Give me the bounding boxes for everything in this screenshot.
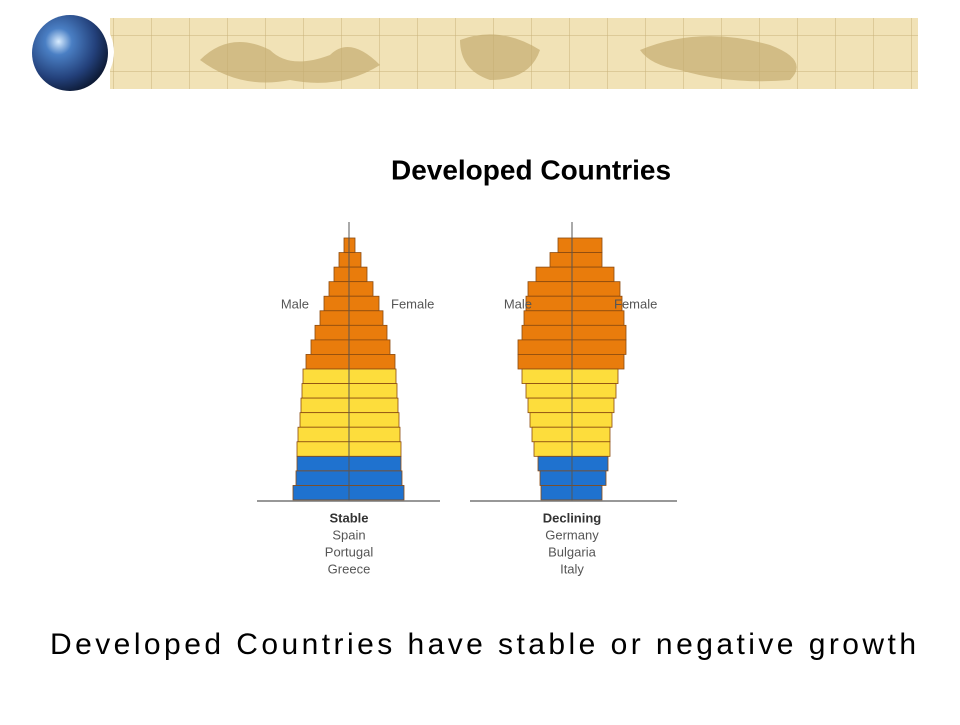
pyramid-bar bbox=[525, 383, 573, 399]
legend-female: Female bbox=[391, 296, 434, 311]
slide-title: Developed Countries bbox=[391, 154, 671, 185]
pyramid-bar bbox=[314, 324, 350, 341]
pyramid-bar bbox=[348, 485, 405, 501]
pyramid-bar bbox=[348, 310, 384, 326]
pyramid-bar bbox=[305, 354, 350, 370]
pyramid-label: Stable bbox=[329, 510, 368, 525]
pyramid-bar bbox=[571, 426, 611, 443]
map-shapes bbox=[200, 34, 797, 83]
pyramid-bar bbox=[348, 412, 400, 428]
pyramid-bar bbox=[295, 470, 350, 486]
country: Greece bbox=[328, 561, 371, 576]
pyramid-bar bbox=[521, 368, 573, 384]
pyramid-bar bbox=[296, 441, 350, 457]
country: Germany bbox=[545, 527, 599, 542]
pyramid-bar bbox=[571, 455, 609, 472]
pyramid-bar bbox=[338, 252, 350, 268]
pyramid-bar bbox=[348, 295, 380, 312]
globe bbox=[32, 15, 108, 91]
pyramid-label: Declining bbox=[543, 510, 602, 525]
pyramid-bar bbox=[571, 412, 613, 428]
pyramid-bar bbox=[343, 237, 350, 253]
pyramid-bar bbox=[319, 310, 350, 326]
legend-male: Male bbox=[281, 296, 309, 311]
pyramid-bar bbox=[557, 237, 573, 253]
pyramid-bar bbox=[517, 354, 573, 370]
pyramid-bar bbox=[521, 324, 573, 341]
country: Bulgaria bbox=[548, 544, 596, 559]
legend-female: Female bbox=[614, 296, 657, 311]
pyramid-bar bbox=[549, 252, 573, 268]
pyramid-bar bbox=[571, 266, 615, 283]
pyramid-bar bbox=[348, 397, 399, 414]
pyramid-bar bbox=[348, 426, 401, 443]
caption: Developed Countries have stable or negat… bbox=[50, 628, 916, 661]
pyramid-bar bbox=[571, 324, 627, 341]
pyramid-bar bbox=[296, 455, 350, 472]
pyramid-bar bbox=[299, 412, 350, 428]
pyramid-bar bbox=[348, 281, 374, 297]
pyramid-bar bbox=[348, 354, 396, 370]
pyramid-bar bbox=[333, 266, 350, 283]
pyramid-bar bbox=[540, 485, 573, 501]
pyramid-bar bbox=[571, 397, 615, 414]
pyramid-bar bbox=[571, 354, 625, 370]
charts: Male Female Stable Spain Portugal Greece Male F… bbox=[257, 222, 677, 576]
pyramid-bar bbox=[571, 368, 619, 384]
pyramid-bar bbox=[348, 441, 402, 457]
pyramid-bar bbox=[571, 281, 621, 297]
pyramid-bar bbox=[310, 339, 350, 355]
pyramid-bar bbox=[523, 310, 573, 326]
legend-male: Male bbox=[504, 296, 532, 311]
pyramid-bar bbox=[328, 281, 350, 297]
pyramid-bar bbox=[323, 295, 350, 312]
pyramid-bar bbox=[348, 455, 402, 472]
pyramid-bar bbox=[348, 470, 403, 486]
pyramid-bar bbox=[535, 266, 573, 283]
pyramid-bar bbox=[348, 324, 388, 341]
pyramid-bar bbox=[571, 237, 603, 253]
pyramid-bar bbox=[571, 383, 617, 399]
pyramid-bar bbox=[348, 368, 397, 384]
pyramid-bar bbox=[533, 441, 573, 457]
pyramid-bar bbox=[292, 485, 350, 501]
pyramid-bar bbox=[348, 339, 391, 355]
pyramid-bar bbox=[571, 485, 603, 501]
pyramid-bar bbox=[525, 295, 573, 312]
pyramid-bar bbox=[571, 252, 603, 268]
pyramid-bar bbox=[517, 339, 573, 355]
pyramid-bar bbox=[531, 426, 573, 443]
pyramid-bar bbox=[348, 383, 398, 399]
pyramid-bar bbox=[539, 470, 573, 486]
pyramid-bar bbox=[537, 455, 573, 472]
pyramid-bar bbox=[301, 383, 350, 399]
pyramid-bar bbox=[527, 281, 573, 297]
country: Italy bbox=[560, 561, 584, 576]
country: Spain bbox=[332, 527, 365, 542]
pyramid-bar bbox=[571, 339, 627, 355]
pyramid-bar bbox=[571, 310, 625, 326]
pyramid-bar bbox=[302, 368, 350, 384]
pyramid-bar bbox=[571, 470, 607, 486]
pyramid-bar bbox=[348, 237, 356, 253]
pyramid-bar bbox=[529, 412, 573, 428]
pyramid-bar bbox=[571, 441, 611, 457]
pyramid-bar bbox=[297, 426, 350, 443]
pyramid-bar bbox=[527, 397, 573, 414]
pyramid-bar bbox=[300, 397, 350, 414]
country: Portugal bbox=[325, 544, 374, 559]
pyramid-bar bbox=[348, 266, 368, 283]
pyramid-bar bbox=[348, 252, 362, 268]
